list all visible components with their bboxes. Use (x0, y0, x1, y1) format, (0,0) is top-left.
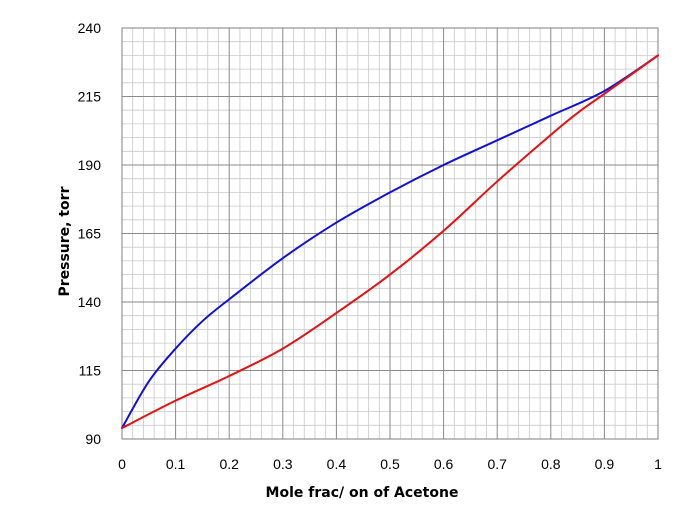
y-tick-label: 240 (78, 20, 102, 36)
y-tick-label: 165 (78, 226, 102, 242)
x-tick-label: 0.4 (327, 456, 347, 472)
plot-frame (121, 27, 659, 440)
y-tick-label: 190 (78, 157, 102, 173)
x-tick-label: 1 (654, 456, 662, 472)
x-tick-label: 0.2 (219, 456, 239, 472)
x-tick-label: 0 (118, 456, 126, 472)
x-tick-label: 0.3 (273, 456, 293, 472)
y-tick-label: 90 (85, 431, 101, 447)
x-tick-label: 0.6 (434, 456, 454, 472)
series-line-2 (121, 54, 659, 430)
series-layer (121, 54, 659, 430)
y-tick-label: 115 (79, 363, 102, 379)
x-tick-label: 0.7 (487, 456, 507, 472)
x-tick-label: 0.9 (595, 456, 615, 472)
y-tick-label: 140 (78, 294, 102, 310)
x-axis-title: Mole frac/ on of Acetone (266, 485, 459, 501)
y-tick-label: 215 (78, 89, 102, 105)
y-tick-labels: 90 115 140 165 190 215 240 (78, 20, 102, 447)
x-tick-label: 0.5 (380, 456, 400, 472)
y-axis-title: Pressure, torr (57, 186, 73, 296)
x-tick-label: 0.1 (166, 456, 186, 472)
major-grid (121, 27, 659, 440)
series-line-1 (121, 54, 659, 430)
x-tick-labels: 0 0.1 0.2 0.3 0.4 0.5 0.6 0.7 0.8 0.9 1 (118, 456, 662, 472)
x-tick-label: 0.8 (541, 456, 561, 472)
